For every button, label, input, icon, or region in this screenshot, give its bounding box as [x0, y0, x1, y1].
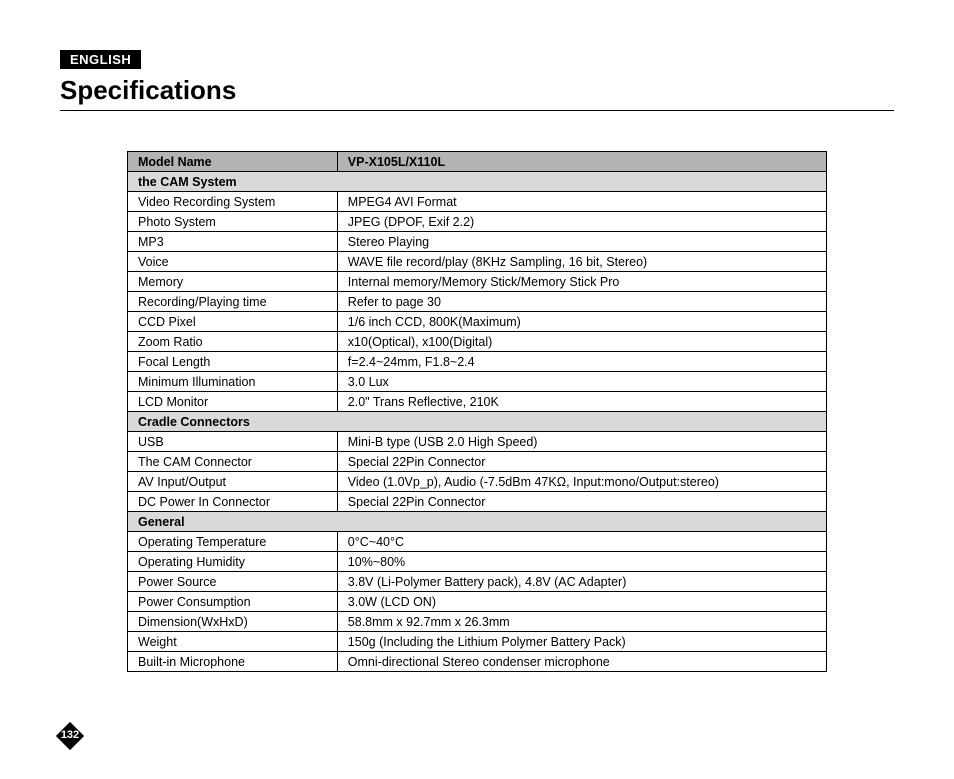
- spec-label-cell: Photo System: [128, 212, 338, 232]
- table-row: Weight150g (Including the Lithium Polyme…: [128, 632, 827, 652]
- spec-value-cell: MPEG4 AVI Format: [337, 192, 826, 212]
- spec-label-cell: The CAM Connector: [128, 452, 338, 472]
- table-row: Minimum Illumination3.0 Lux: [128, 372, 827, 392]
- spec-value-cell: Mini-B type (USB 2.0 High Speed): [337, 432, 826, 452]
- spec-label-cell: Dimension(WxHxD): [128, 612, 338, 632]
- table-row: Dimension(WxHxD)58.8mm x 92.7mm x 26.3mm: [128, 612, 827, 632]
- spec-value-cell: WAVE file record/play (8KHz Sampling, 16…: [337, 252, 826, 272]
- page-container: ENGLISH Specifications Model NameVP-X105…: [0, 0, 954, 672]
- spec-label-cell: Recording/Playing time: [128, 292, 338, 312]
- table-row: Operating Temperature0°C~40°C: [128, 532, 827, 552]
- spec-label-cell: DC Power In Connector: [128, 492, 338, 512]
- spec-label-cell: Built-in Microphone: [128, 652, 338, 672]
- table-row: Built-in MicrophoneOmni-directional Ster…: [128, 652, 827, 672]
- spec-value-cell: 3.8V (Li-Polymer Battery pack), 4.8V (AC…: [337, 572, 826, 592]
- specifications-table: Model NameVP-X105L/X110Lthe CAM SystemVi…: [127, 151, 827, 672]
- spec-label-cell: Operating Temperature: [128, 532, 338, 552]
- section-title-cell: General: [128, 512, 827, 532]
- table-row: Power Source3.8V (Li-Polymer Battery pac…: [128, 572, 827, 592]
- table-row: Operating Humidity10%~80%: [128, 552, 827, 572]
- language-badge: ENGLISH: [60, 50, 141, 69]
- spec-value-cell: x10(Optical), x100(Digital): [337, 332, 826, 352]
- spec-label-cell: AV Input/Output: [128, 472, 338, 492]
- spec-label-cell: USB: [128, 432, 338, 452]
- spec-value-cell: Stereo Playing: [337, 232, 826, 252]
- page-number-text: 132: [50, 729, 90, 741]
- spec-value-cell: Refer to page 30: [337, 292, 826, 312]
- spec-value-cell: Internal memory/Memory Stick/Memory Stic…: [337, 272, 826, 292]
- table-row: The CAM ConnectorSpecial 22Pin Connector: [128, 452, 827, 472]
- table-section-row: General: [128, 512, 827, 532]
- spec-label-cell: Model Name: [128, 152, 338, 172]
- table-row: CCD Pixel1/6 inch CCD, 800K(Maximum): [128, 312, 827, 332]
- spec-label-cell: Weight: [128, 632, 338, 652]
- spec-label-cell: Power Consumption: [128, 592, 338, 612]
- spec-label-cell: Zoom Ratio: [128, 332, 338, 352]
- spec-value-cell: 58.8mm x 92.7mm x 26.3mm: [337, 612, 826, 632]
- spec-value-cell: 3.0 Lux: [337, 372, 826, 392]
- title-rule: [60, 110, 894, 111]
- spec-value-cell: 150g (Including the Lithium Polymer Batt…: [337, 632, 826, 652]
- page-number-badge: 132: [50, 725, 90, 747]
- spec-value-cell: Video (1.0Vp_p), Audio (-7.5dBm 47KΩ, In…: [337, 472, 826, 492]
- spec-label-cell: LCD Monitor: [128, 392, 338, 412]
- table-body: Model NameVP-X105L/X110Lthe CAM SystemVi…: [128, 152, 827, 672]
- page-title: Specifications: [60, 75, 894, 106]
- spec-value-cell: JPEG (DPOF, Exif 2.2): [337, 212, 826, 232]
- table-row: Power Consumption3.0W (LCD ON): [128, 592, 827, 612]
- table-row: Recording/Playing timeRefer to page 30: [128, 292, 827, 312]
- table-row: MP3Stereo Playing: [128, 232, 827, 252]
- table-row: LCD Monitor2.0" Trans Reflective, 210K: [128, 392, 827, 412]
- table-row: Video Recording SystemMPEG4 AVI Format: [128, 192, 827, 212]
- spec-label-cell: Power Source: [128, 572, 338, 592]
- table-row: Photo SystemJPEG (DPOF, Exif 2.2): [128, 212, 827, 232]
- table-row: VoiceWAVE file record/play (8KHz Samplin…: [128, 252, 827, 272]
- table-row: DC Power In ConnectorSpecial 22Pin Conne…: [128, 492, 827, 512]
- spec-value-cell: 2.0" Trans Reflective, 210K: [337, 392, 826, 412]
- table-row: Focal Lengthf=2.4~24mm, F1.8~2.4: [128, 352, 827, 372]
- spec-label-cell: Memory: [128, 272, 338, 292]
- table-section-row: Cradle Connectors: [128, 412, 827, 432]
- spec-label-cell: CCD Pixel: [128, 312, 338, 332]
- spec-label-cell: Video Recording System: [128, 192, 338, 212]
- spec-value-cell: Omni-directional Stereo condenser microp…: [337, 652, 826, 672]
- spec-label-cell: Minimum Illumination: [128, 372, 338, 392]
- spec-label-cell: Voice: [128, 252, 338, 272]
- section-title-cell: the CAM System: [128, 172, 827, 192]
- spec-value-cell: 1/6 inch CCD, 800K(Maximum): [337, 312, 826, 332]
- spec-label-cell: Operating Humidity: [128, 552, 338, 572]
- spec-value-cell: 10%~80%: [337, 552, 826, 572]
- spec-value-cell: 3.0W (LCD ON): [337, 592, 826, 612]
- table-section-row: the CAM System: [128, 172, 827, 192]
- table-row: Zoom Ratiox10(Optical), x100(Digital): [128, 332, 827, 352]
- spec-label-cell: Focal Length: [128, 352, 338, 372]
- table-header-row: Model NameVP-X105L/X110L: [128, 152, 827, 172]
- spec-label-cell: MP3: [128, 232, 338, 252]
- spec-value-cell: f=2.4~24mm, F1.8~2.4: [337, 352, 826, 372]
- spec-value-cell: Special 22Pin Connector: [337, 492, 826, 512]
- section-title-cell: Cradle Connectors: [128, 412, 827, 432]
- spec-value-cell: VP-X105L/X110L: [337, 152, 826, 172]
- spec-value-cell: 0°C~40°C: [337, 532, 826, 552]
- table-row: AV Input/OutputVideo (1.0Vp_p), Audio (-…: [128, 472, 827, 492]
- table-row: MemoryInternal memory/Memory Stick/Memor…: [128, 272, 827, 292]
- table-row: USBMini-B type (USB 2.0 High Speed): [128, 432, 827, 452]
- spec-value-cell: Special 22Pin Connector: [337, 452, 826, 472]
